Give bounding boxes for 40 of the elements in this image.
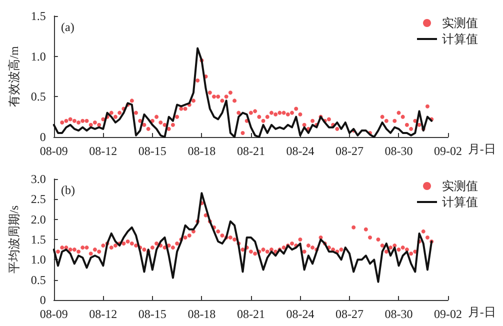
x-tick-label: 08-27 [335, 144, 364, 158]
legend-label: 实测值 [442, 179, 478, 193]
x-tick-label: 08-30 [384, 144, 413, 158]
x-tick-label: 08-12 [89, 307, 118, 321]
x-tick-label: 08-30 [384, 307, 413, 321]
y-tick-label: 0.5 [30, 272, 46, 287]
legend-label: 计算值 [442, 195, 478, 209]
x-tick-label: 08-09 [40, 144, 68, 158]
x-tick-label: 08-21 [236, 307, 265, 321]
x-tick-label: 08-09 [40, 307, 68, 321]
chart-title: (a) [61, 20, 74, 34]
x-tick-label: 09-02 [434, 307, 462, 321]
y-axis-title: 平均波周期/s [7, 205, 21, 274]
y-tick-label: 0 [40, 130, 46, 144]
y-tick-label: 1.5 [30, 9, 46, 23]
x-tick-label: 08-15 [138, 307, 166, 321]
y-tick-label: 1.0 [30, 49, 46, 64]
y-tick-label: 0.5 [30, 90, 46, 104]
x-tick-label: 08-12 [89, 144, 118, 158]
y-tick-label: 3.0 [30, 172, 46, 186]
y-tick-label: 2.5 [30, 192, 46, 206]
x-tick-label: 09-02 [434, 144, 462, 158]
x-tick-label: 08-21 [236, 144, 265, 158]
x-tick-label: 08-15 [138, 144, 166, 158]
x-tick-label: 08-18 [188, 307, 216, 321]
x-tick-label: 08-24 [286, 307, 314, 321]
x-tick-label: 08-27 [335, 307, 364, 321]
y-tick-label: 0 [40, 293, 46, 307]
legend-label: 计算值 [442, 32, 478, 46]
legend-label: 实测值 [442, 16, 478, 30]
x-axis-title: 月-日 [468, 305, 496, 319]
y-tick-label: 1.5 [30, 232, 46, 246]
x-tick-label: 08-24 [286, 144, 314, 158]
x-axis-title: 月-日 [468, 142, 496, 156]
y-axis-title: 有效波高/m [7, 46, 21, 107]
line-series [52, 47, 433, 138]
y-tick-label: 2.0 [30, 212, 46, 226]
x-tick-label: 08-18 [188, 144, 216, 158]
y-tick-label: 1.0 [30, 252, 46, 267]
chart-title: (b) [61, 183, 75, 197]
